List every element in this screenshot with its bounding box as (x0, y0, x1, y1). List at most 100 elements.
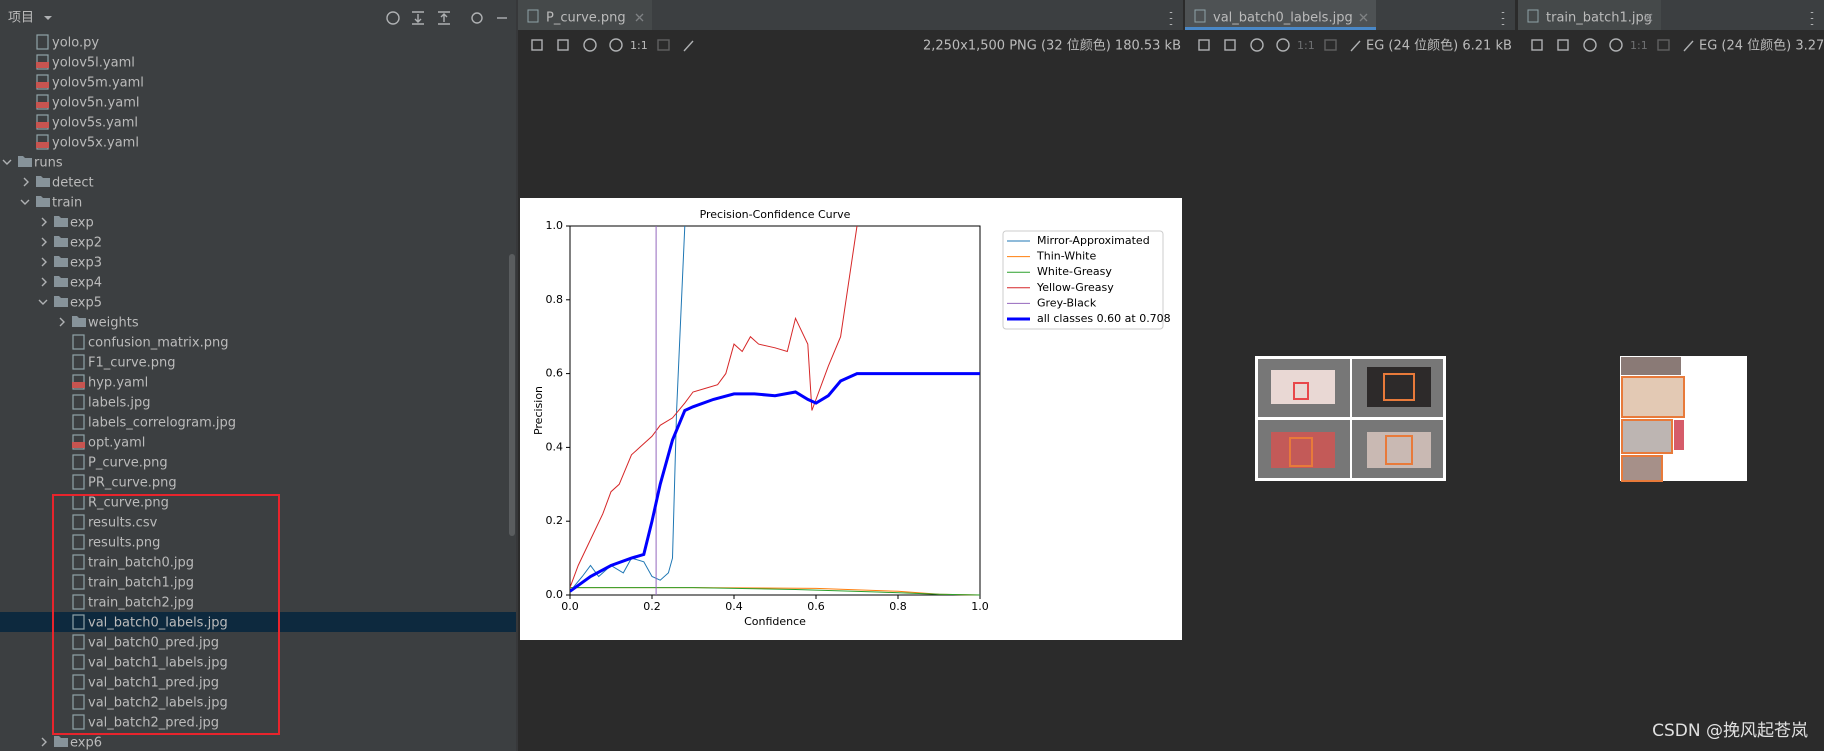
tree-row[interactable]: labels_correlogram.jpg (72, 414, 236, 431)
tree-row[interactable]: results.png (72, 534, 160, 551)
grid-icon[interactable] (557, 39, 569, 51)
tree-row[interactable]: yolov5l.yaml (36, 54, 135, 71)
editor-panel: val_batch0_labels.jpg 1:1 EG (24 位颜色) 6.21… (1185, 0, 1515, 60)
yaml-badge (36, 142, 49, 148)
grid-icon[interactable] (1224, 39, 1236, 51)
picker-icon[interactable] (1350, 40, 1361, 52)
series-line (570, 225, 686, 592)
collapsed-arrow[interactable] (41, 737, 47, 747)
settings-icon[interactable] (471, 12, 483, 24)
x-axis-label: Confidence (744, 615, 806, 628)
tree-label: exp6 (70, 736, 102, 751)
tree-row[interactable]: val_batch0_labels.jpg (0, 612, 516, 632)
bbox (1385, 435, 1413, 465)
tree-row[interactable]: val_batch1_labels.jpg (72, 654, 228, 671)
tree-row[interactable]: train_batch0.jpg (72, 554, 194, 571)
tree-row[interactable]: results.csv (72, 514, 158, 531)
collapsed-arrow[interactable] (41, 217, 47, 227)
collapse-icon[interactable] (438, 11, 450, 25)
fit-icon[interactable] (1198, 39, 1210, 51)
tree-row[interactable]: PR_curve.png (72, 474, 177, 491)
zoom-actual[interactable]: 1:1 (1630, 39, 1648, 52)
locate-icon[interactable] (386, 11, 400, 25)
tree-row[interactable]: val_batch0_pred.jpg (72, 634, 219, 651)
tree-row[interactable]: train (20, 196, 82, 211)
legend: Mirror-Approximated Thin-White White-Greas… (1002, 230, 1171, 330)
collapsed-arrow[interactable] (59, 317, 65, 327)
fit-icon[interactable] (531, 39, 543, 51)
zoom-actual[interactable]: 1:1 (630, 39, 648, 52)
zoom-in-icon[interactable] (583, 38, 597, 52)
file-icon (72, 674, 85, 690)
tree-row[interactable]: yolov5x.yaml (36, 134, 139, 151)
tree-row[interactable]: P_curve.png (72, 454, 168, 471)
tab-close[interactable] (635, 13, 644, 22)
tree-row[interactable]: exp3 (41, 256, 102, 271)
tab-label[interactable]: val_batch0_labels.jpg (1213, 11, 1353, 26)
collapsed-arrow[interactable] (41, 257, 47, 267)
zoom-actual[interactable]: 1:1 (1297, 39, 1315, 52)
tree-row[interactable]: val_batch2_labels.jpg (72, 694, 228, 711)
tree-label: exp (70, 216, 94, 231)
tab[interactable] (518, 0, 652, 30)
expand-icon[interactable] (412, 11, 424, 25)
collapsed-arrow[interactable] (41, 277, 47, 287)
bbox (1383, 373, 1415, 401)
tree-row[interactable]: runs (2, 156, 63, 171)
editor-panel: train_batch1.jpg 1:1 EG (24 位颜色) 3.27 kB (1518, 0, 1824, 60)
tree-row[interactable]: opt.yaml (72, 434, 145, 451)
tab-close[interactable] (1359, 13, 1368, 22)
tab[interactable] (1185, 0, 1376, 30)
tree-row[interactable]: weights (59, 316, 139, 331)
tab-label[interactable]: train_batch1.jpg (1546, 11, 1652, 26)
bg-icon[interactable] (657, 39, 670, 51)
expanded-arrow[interactable] (2, 159, 12, 165)
tree-row[interactable]: train_batch2.jpg (72, 594, 194, 611)
collapsed-arrow[interactable] (41, 237, 47, 247)
fit-icon[interactable] (1531, 39, 1543, 51)
tree-row[interactable]: labels.jpg (72, 394, 150, 411)
legend-label: Mirror-Approximated (1037, 234, 1150, 247)
selection (0, 612, 516, 632)
tree-row[interactable]: F1_curve.png (72, 354, 176, 371)
tree-row[interactable]: exp (41, 216, 94, 231)
picker-icon[interactable] (683, 40, 694, 52)
legend-label: Yellow-Greasy (1036, 281, 1114, 294)
tree-label: train_batch2.jpg (88, 596, 194, 611)
collapsed-arrow[interactable] (23, 177, 29, 187)
zoom-out-icon[interactable] (1276, 38, 1290, 52)
dropdown-icon[interactable] (44, 16, 52, 20)
tree-row[interactable]: exp5 (38, 296, 102, 311)
zoom-out-icon[interactable] (609, 38, 623, 52)
tree-row[interactable]: yolov5n.yaml (36, 94, 139, 111)
tab[interactable] (1518, 0, 1661, 30)
yaml-badge (36, 122, 49, 128)
tree-row[interactable]: R_curve.png (72, 494, 169, 511)
tree-label: train (52, 196, 82, 211)
tree-row[interactable]: yolov5s.yaml (36, 114, 138, 131)
zoom-out-icon[interactable] (1609, 38, 1623, 52)
expanded-arrow[interactable] (20, 199, 30, 205)
grid-icon[interactable] (1557, 39, 1569, 51)
tab-label[interactable]: P_curve.png (546, 11, 626, 26)
scrollbar[interactable] (509, 254, 515, 536)
bg-icon[interactable] (1657, 39, 1670, 51)
tree-row[interactable]: train_batch1.jpg (72, 574, 194, 591)
series-line (570, 372, 980, 593)
tree-row[interactable]: detect (23, 176, 94, 191)
tab-close[interactable] (1644, 13, 1653, 22)
tree-row[interactable]: val_batch2_pred.jpg (72, 714, 219, 731)
zoom-in-icon[interactable] (1583, 38, 1597, 52)
tree-row[interactable]: exp2 (41, 236, 102, 251)
tree-row[interactable]: yolo.py (36, 34, 99, 51)
tree-row[interactable]: exp4 (41, 276, 102, 291)
tree-row[interactable]: hyp.yaml (72, 374, 148, 391)
tree-row[interactable]: exp6 (41, 736, 102, 751)
tree-row[interactable]: yolov5m.yaml (36, 74, 144, 91)
tree-row[interactable]: val_batch1_pred.jpg (72, 674, 219, 691)
bg-icon[interactable] (1324, 39, 1337, 51)
expanded-arrow[interactable] (38, 299, 48, 305)
zoom-in-icon[interactable] (1250, 38, 1264, 52)
tree-row[interactable]: confusion_matrix.png (72, 334, 229, 351)
picker-icon[interactable] (1683, 40, 1694, 52)
